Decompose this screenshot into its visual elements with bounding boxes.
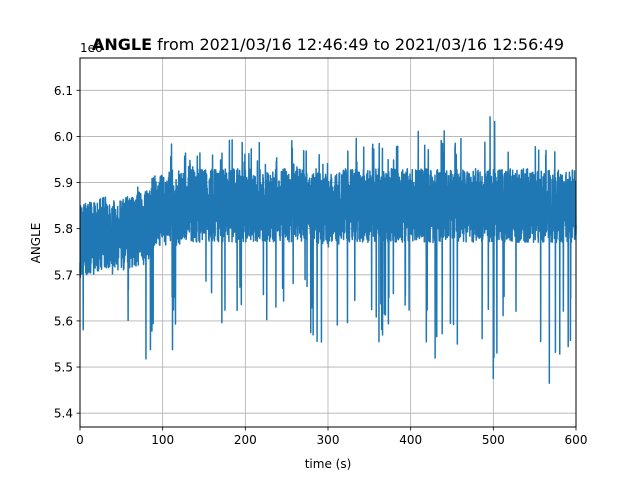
- y-tick-label: 6.0: [54, 130, 73, 144]
- x-axis-label: time (s): [305, 457, 352, 471]
- y-axis-label: ANGLE: [29, 223, 43, 264]
- y-tick-label: 5.6: [54, 314, 73, 328]
- x-tick-label: 400: [399, 433, 422, 447]
- chart-title-range: from 2021/03/16 12:46:49 to 2021/03/16 1…: [152, 35, 564, 54]
- x-tick-label: 100: [151, 433, 174, 447]
- y-tick-label: 5.4: [54, 407, 73, 421]
- x-tick-label: 200: [234, 433, 257, 447]
- x-tick-label: 500: [482, 433, 505, 447]
- y-tick-label: 5.5: [54, 361, 73, 375]
- y-axis: 5.4 5.5 5.6 5.7 5.8 5.9 6.0 6.1: [54, 84, 80, 421]
- y-tick-label: 5.8: [54, 222, 73, 236]
- chart-title: ANGLE from 2021/03/16 12:46:49 to 2021/0…: [92, 35, 564, 54]
- series-layer: [79, 116, 577, 385]
- x-tick-label: 300: [317, 433, 340, 447]
- x-tick-label: 0: [76, 433, 84, 447]
- x-axis: 0 100 200 300 400 500 600: [76, 427, 587, 447]
- y-tick-label: 6.1: [54, 84, 73, 98]
- angle-series-line: [79, 116, 577, 385]
- y-tick-label: 5.7: [54, 268, 73, 282]
- y-scale-offset: 1e6: [80, 41, 103, 55]
- x-tick-label: 600: [565, 433, 588, 447]
- chart-title-variable: ANGLE: [92, 35, 152, 54]
- y-tick-label: 5.9: [54, 176, 73, 190]
